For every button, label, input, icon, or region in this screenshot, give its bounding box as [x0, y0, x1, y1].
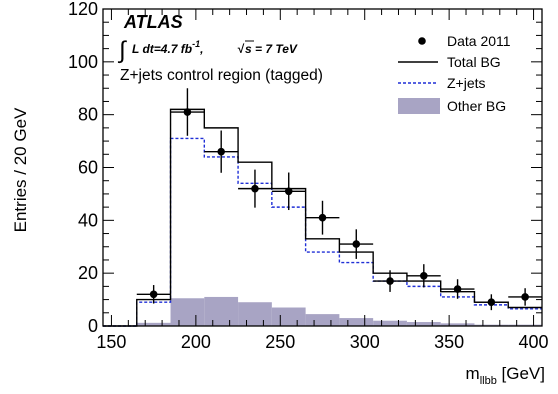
other-bg-bar	[339, 318, 374, 326]
data-point	[453, 285, 462, 293]
luminosity-value: L dt=4.7 fb	[132, 42, 192, 56]
zjets-histogram	[103, 137, 542, 327]
x-axis-label-unit: [GeV]	[497, 364, 545, 383]
y-tick-label: 120	[68, 0, 98, 19]
luminosity-separator: ,	[199, 42, 203, 56]
data-point	[149, 290, 158, 299]
region-label: Z+jets control region (tagged)	[120, 67, 323, 84]
y-tick-label: 40	[78, 210, 98, 230]
legend-other-bg-swatch	[398, 98, 440, 114]
other-bg-bar	[406, 322, 441, 326]
other-bg-bar	[474, 324, 509, 326]
data-point	[183, 108, 192, 116]
data-point	[217, 147, 225, 156]
data-point	[251, 184, 259, 193]
sqrt-sign: √	[237, 42, 245, 56]
x-axis-label-main: m	[466, 364, 480, 383]
data-point	[284, 187, 293, 196]
y-tick-label: 20	[78, 263, 98, 283]
x-tick-label: 200	[181, 332, 211, 352]
other-bg-bar	[204, 296, 239, 326]
x-tick-label: 150	[96, 332, 126, 352]
x-tick-label: 350	[434, 332, 464, 352]
luminosity-exponent: -1	[192, 39, 200, 49]
other-bg-bar	[136, 322, 171, 326]
data-point	[487, 298, 496, 307]
other-bg-bar	[305, 314, 340, 326]
y-tick-label: 60	[78, 158, 98, 178]
other-bg-bar	[271, 307, 306, 326]
x-tick-label: 250	[265, 332, 295, 352]
integral-sign: ∫	[117, 37, 127, 64]
y-tick-label: 80	[78, 105, 98, 125]
legend-label: Z+jets	[447, 75, 486, 91]
legend-data-marker	[418, 37, 426, 45]
luminosity-label: ∫ L dt=4.7 fb-1, √ s = 7 TeV	[117, 37, 298, 64]
y-tick-label: 100	[68, 52, 98, 72]
other-bg-bar	[508, 324, 542, 326]
axes: 150 200 250 300 350 400 0 20 40 60 80 100 120	[68, 0, 549, 352]
plot-area	[103, 88, 542, 327]
other-bg-bar	[440, 323, 475, 326]
data-point	[420, 272, 428, 280]
other-bg-bar	[373, 320, 407, 326]
y-tick-label: 0	[88, 316, 98, 336]
x-axis-label: mllbb [GeV]	[466, 364, 545, 387]
x-tick-label: 300	[350, 332, 380, 352]
other-bg-bar	[238, 302, 272, 326]
data-point	[386, 277, 394, 285]
data-point	[521, 293, 529, 301]
legend-label: Total BG	[447, 54, 501, 70]
energy-label: s = 7 TeV	[245, 42, 298, 56]
x-tick-label: 400	[519, 332, 549, 352]
total-bg-histogram	[103, 108, 542, 327]
x-axis-label-subscript: llbb	[480, 375, 497, 387]
data-point	[352, 240, 361, 248]
y-axis-label: Entries / 20 GeV	[11, 107, 30, 232]
legend: Data 2011 Total BG Z+jets Other BG	[398, 33, 511, 114]
legend-label: Data 2011	[447, 33, 511, 49]
legend-label: Other BG	[447, 98, 506, 114]
experiment-label: ATLAS	[123, 12, 183, 32]
luminosity-text: L dt=4.7 fb-1,	[132, 39, 203, 56]
other-bg-bar	[170, 298, 205, 326]
data-point	[318, 213, 327, 222]
